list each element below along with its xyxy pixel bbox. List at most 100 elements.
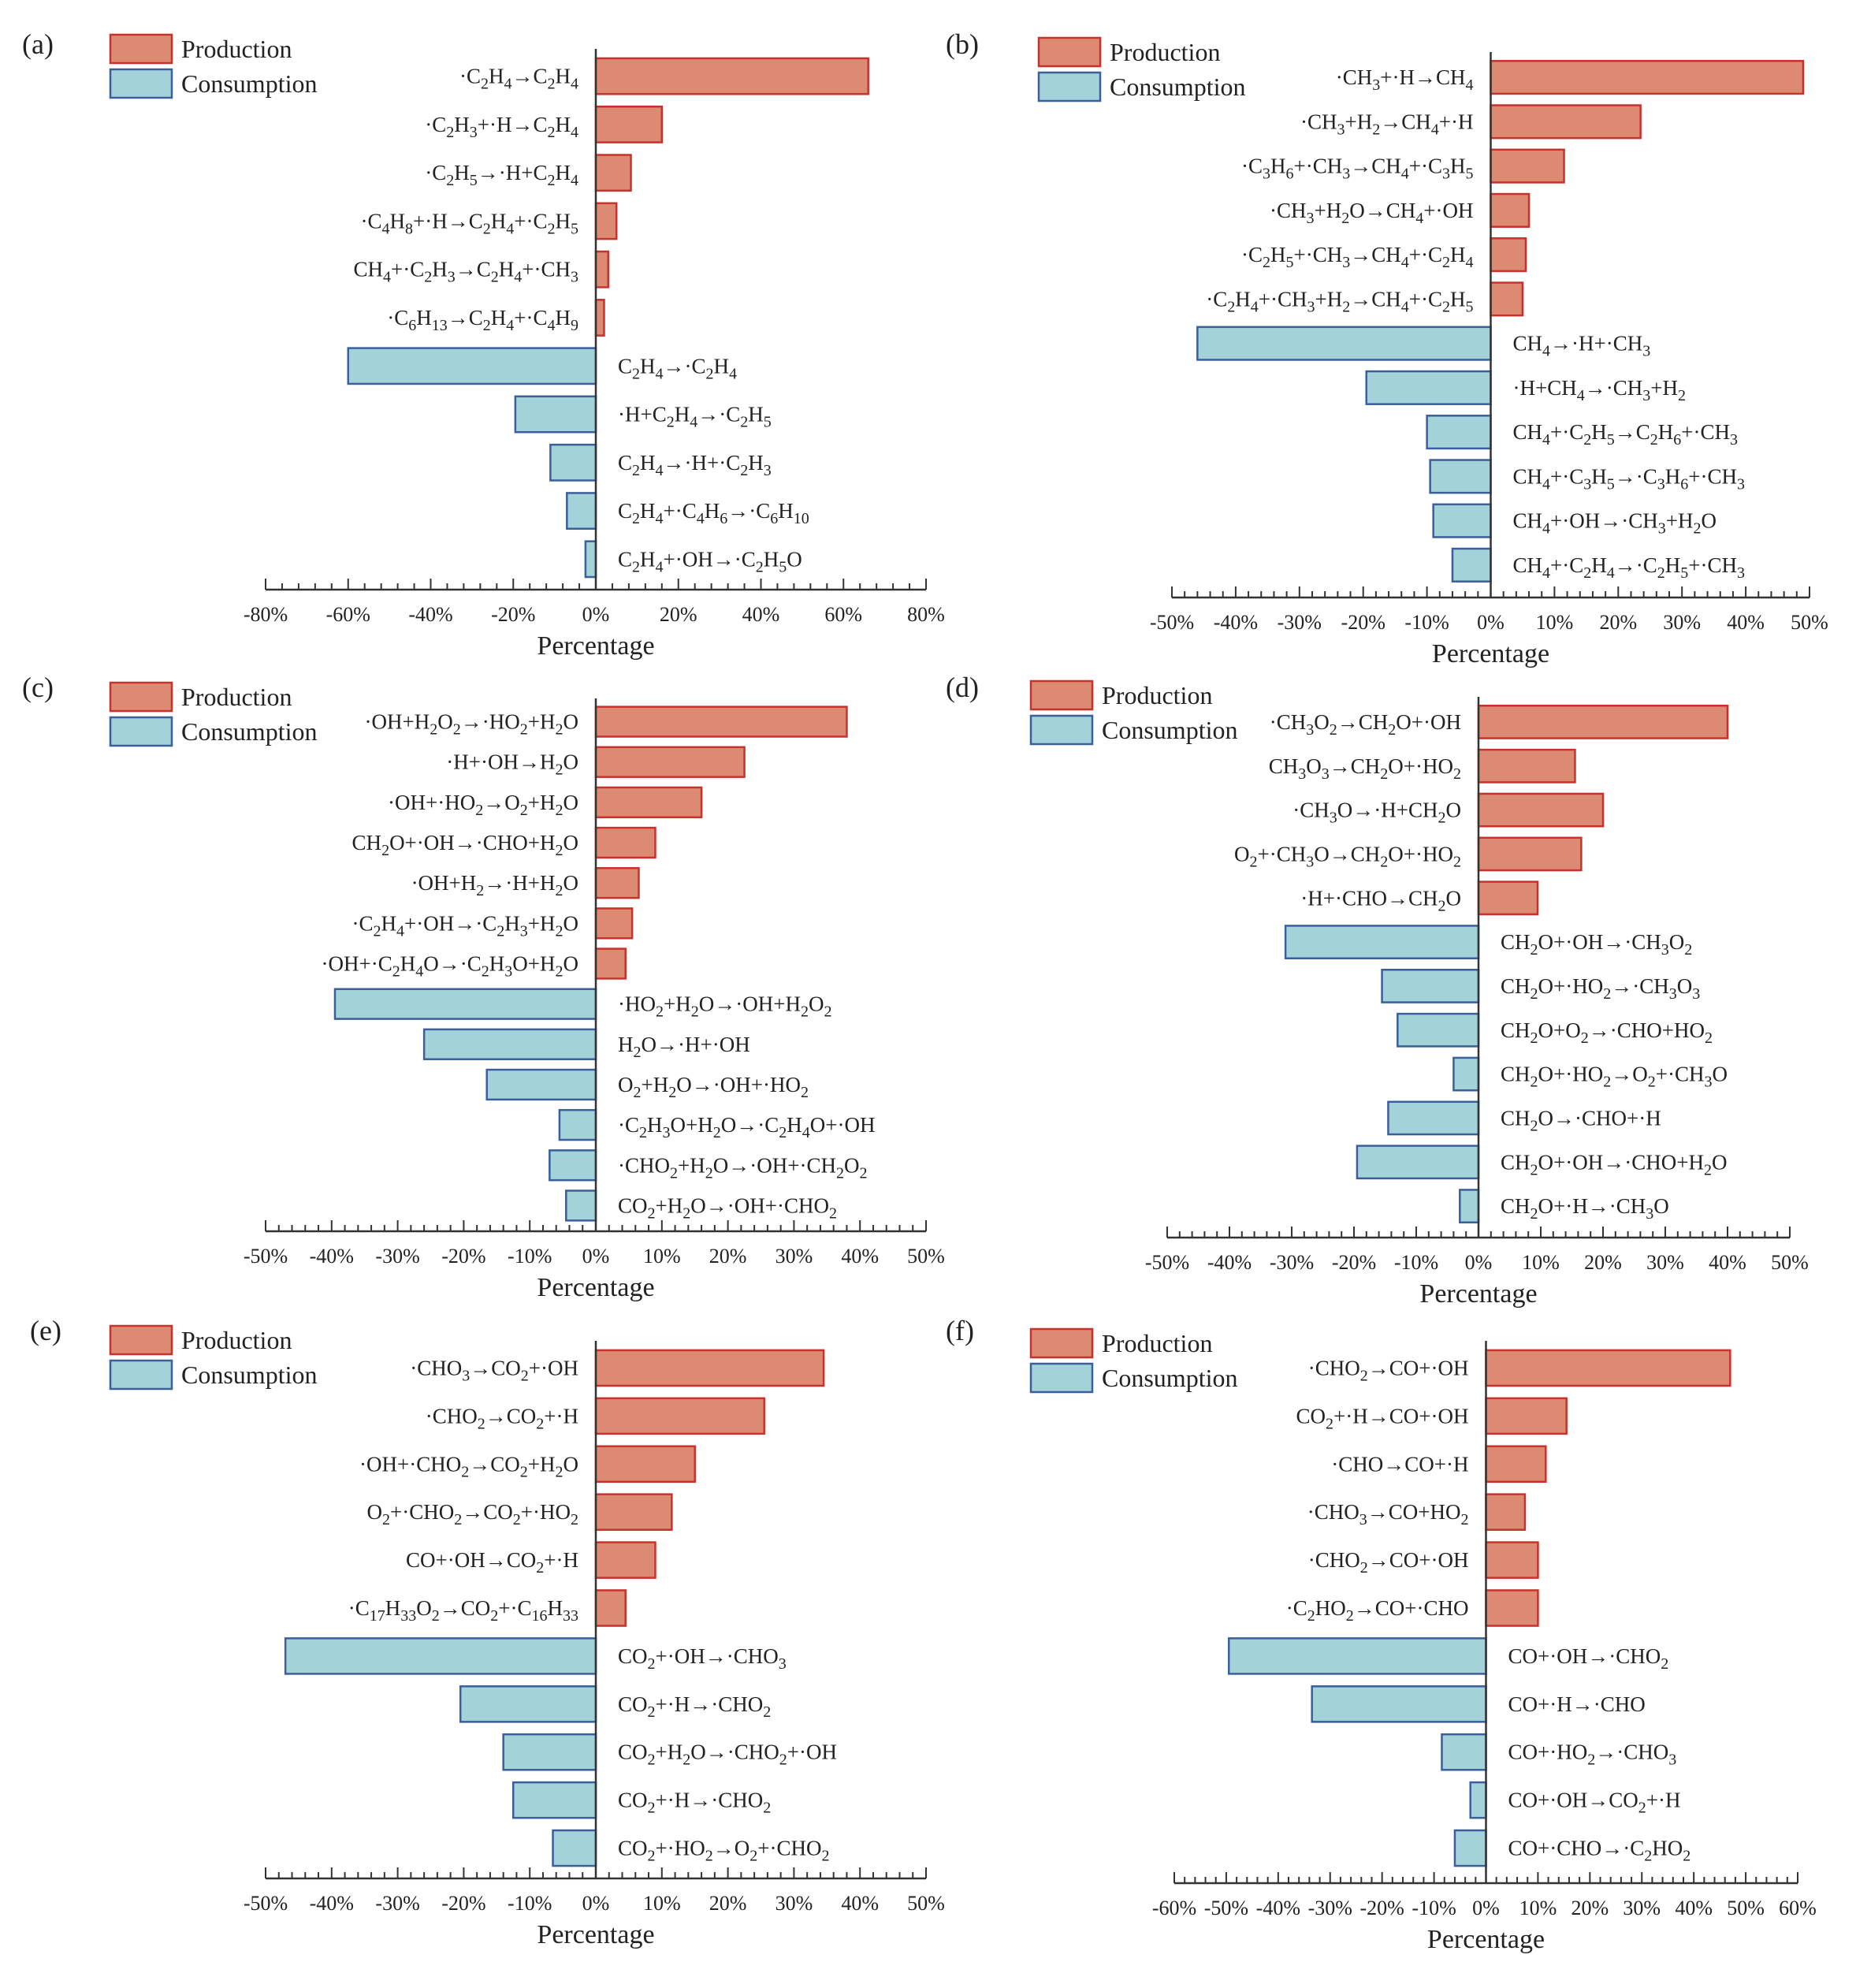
- x-tick-label: -10%: [1394, 1251, 1438, 1274]
- reaction-label-4: ·OH+H2​→·H+H2​O: [411, 871, 578, 899]
- legend-swatch-consumption: [109, 716, 173, 747]
- x-tick-label: 50%: [907, 1245, 945, 1268]
- reaction-label-1: ·CH3​+H2​→CH4​+·H: [1300, 110, 1473, 138]
- production-bar-5: [594, 1589, 627, 1627]
- reaction-label-5: ·C2​HO2​→CO+·CHO: [1286, 1596, 1469, 1625]
- consumption-bar-10: [584, 540, 597, 579]
- reaction-label-7: ·H+CH4​→·CH3​+H2​: [1513, 376, 1686, 404]
- x-tick-label: -10%: [508, 1892, 552, 1915]
- reaction-label-2: ·CHO→CO+·H: [1331, 1452, 1468, 1476]
- production-bar-4: [594, 250, 609, 289]
- x-tick-label: -30%: [1308, 1897, 1352, 1919]
- legend-swatch-consumption: [1029, 1362, 1094, 1394]
- reaction-label-1: ·H+·OH→H2​O: [446, 750, 578, 779]
- chart-panel-c: (c) Production Consumption ·OH+H2​O2​→·HO2​…: [22, 672, 945, 1302]
- production-bar-1: [594, 105, 664, 143]
- production-bar-4: [1485, 1541, 1539, 1579]
- panel-label: (d): [946, 672, 979, 703]
- reaction-label-9: C2​H4​+·C4​H6​→·C6​H10​: [618, 499, 809, 527]
- consumption-bar-8: [1441, 1733, 1487, 1771]
- reaction-label-5: ·C6​H13​→C2​H4​+·C4​H9​: [387, 306, 578, 334]
- reaction-label-5: ·C2​H4​+·CH3​+H2​→CH4​+·C2​H5​: [1206, 287, 1473, 315]
- x-tick-label: -60%: [326, 603, 370, 626]
- reaction-label-3: O2​+·CH3​O→CH2​O+·HO2​: [1234, 842, 1461, 870]
- x-tick-label: -30%: [1270, 1251, 1314, 1274]
- x-tick-label: 40%: [742, 603, 780, 626]
- production-bar-2: [1477, 792, 1605, 828]
- legend-label-consumption: Consumption: [181, 717, 317, 746]
- reaction-label-4: ·C2​H5​+·CH3​→CH4​+·C2​H4​: [1241, 243, 1473, 271]
- reaction-label-9: CO2​+·H→·CHO2​: [618, 1789, 771, 1817]
- x-tick-label: -30%: [375, 1245, 419, 1268]
- consumption-bar-7: [1397, 1012, 1480, 1048]
- legend-swatch-consumption: [1037, 71, 1102, 102]
- legend: Production Consumption: [109, 1324, 317, 1390]
- x-tick-label: -40%: [1214, 611, 1258, 634]
- x-axis-title: Percentage: [1432, 639, 1549, 668]
- x-tick-label: -20%: [441, 1892, 485, 1915]
- reaction-label-3: ·C4​H8​+·H→C2​H4​+·C2​H5​: [361, 209, 578, 237]
- legend-label-consumption: Consumption: [1102, 1364, 1237, 1392]
- x-tick-label: 20%: [709, 1245, 747, 1268]
- reaction-label-11: CH4​+·C2​H4​→·C2​H5​+·CH3​: [1513, 553, 1745, 582]
- x-tick-label: 80%: [907, 603, 945, 626]
- consumption-bar-9: [1387, 1100, 1480, 1136]
- legend-swatch-production: [109, 1324, 173, 1356]
- reaction-label-1: CO2​+·H→CO+·OH: [1296, 1404, 1469, 1432]
- reaction-label-8: CO+·HO2​→·CHO3​: [1508, 1740, 1677, 1769]
- reaction-label-1: CH3​O3​→CH2​O+·HO2​: [1269, 754, 1461, 783]
- x-tick-label: -80%: [244, 603, 288, 626]
- consumption-bar-7: [514, 395, 597, 434]
- x-tick-label: 40%: [1727, 611, 1765, 634]
- reaction-label-9: CH2​O→·CHO+·H: [1501, 1106, 1661, 1134]
- consumption-bar-11: [1459, 1189, 1480, 1223]
- x-tick-label: 0%: [1465, 1251, 1493, 1274]
- production-bar-5: [594, 299, 605, 337]
- x-axis-title: Percentage: [537, 1920, 654, 1949]
- production-bar-1: [1490, 104, 1642, 140]
- consumption-bar-11: [1451, 547, 1492, 583]
- x-tick-label: 30%: [1646, 1251, 1684, 1274]
- legend: Production Consumption: [1029, 1327, 1237, 1394]
- x-tick-label: 50%: [907, 1892, 945, 1915]
- legend-label-production: Production: [1102, 681, 1212, 709]
- x-tick-label: -40%: [1256, 1897, 1300, 1919]
- reaction-label-8: CH2​O+·HO2​→O2​+·CH3​O: [1501, 1063, 1728, 1091]
- reaction-label-6: CH2​O+·HO2​→·CH3​O3​: [1501, 974, 1700, 1003]
- consumption-bar-6: [1227, 1637, 1487, 1675]
- legend-label-production: Production: [1102, 1329, 1212, 1357]
- x-tick-label: 60%: [1779, 1897, 1817, 1919]
- x-tick-label: -50%: [1150, 611, 1194, 634]
- reaction-label-1: ·CHO2​→CO2​+·H: [426, 1404, 578, 1432]
- reaction-label-9: CH4​+·C3​H5​→·C3​H6​+·CH3​: [1513, 464, 1745, 493]
- panel-label: (c): [22, 672, 54, 703]
- production-bar-3: [1485, 1493, 1527, 1531]
- production-bar-2: [1485, 1445, 1547, 1484]
- panel-label: (f): [946, 1315, 974, 1346]
- legend-label-consumption: Consumption: [181, 1361, 317, 1389]
- reaction-label-0: ·CHO2​→CO+·OH: [1308, 1356, 1469, 1384]
- x-tick-label: 50%: [1727, 1897, 1765, 1919]
- x-axis-title: Percentage: [1419, 1279, 1537, 1309]
- x-tick-label: 50%: [1771, 1251, 1809, 1274]
- panel-label: (e): [30, 1315, 61, 1346]
- reaction-label-6: CH4​→·H+·CH3​: [1513, 332, 1651, 360]
- consumption-bar-9: [485, 1068, 597, 1101]
- consumption-bar-12: [565, 1189, 597, 1222]
- x-tick-label: 20%: [1571, 1897, 1609, 1919]
- reaction-label-7: CO2​+·H→·CHO2​: [618, 1692, 771, 1721]
- x-tick-label: 0%: [582, 603, 610, 626]
- consumption-bar-6: [284, 1637, 597, 1675]
- legend-swatch-consumption: [109, 1359, 173, 1390]
- x-tick-label: -40%: [1207, 1251, 1252, 1274]
- reaction-label-0: ·CHO3​→CO2​+·OH: [410, 1356, 578, 1384]
- production-bar-2: [1490, 148, 1565, 184]
- consumption-bar-7: [1365, 370, 1492, 405]
- reaction-label-6: CO2​+·OH→·CHO3​: [618, 1644, 787, 1673]
- reaction-label-7: CH2​O+O2​→·CHO+HO2​: [1501, 1018, 1713, 1047]
- reaction-label-0: ·C2​H4​→C2​H4​: [459, 65, 578, 93]
- reaction-label-10: CH2​O+·OH→·CHO+H2​O: [1501, 1150, 1727, 1178]
- consumption-bar-9: [512, 1781, 597, 1819]
- reaction-label-2: ·CH3​O→·H+CH2​O: [1293, 799, 1461, 827]
- x-tick-label: -40%: [310, 1892, 354, 1915]
